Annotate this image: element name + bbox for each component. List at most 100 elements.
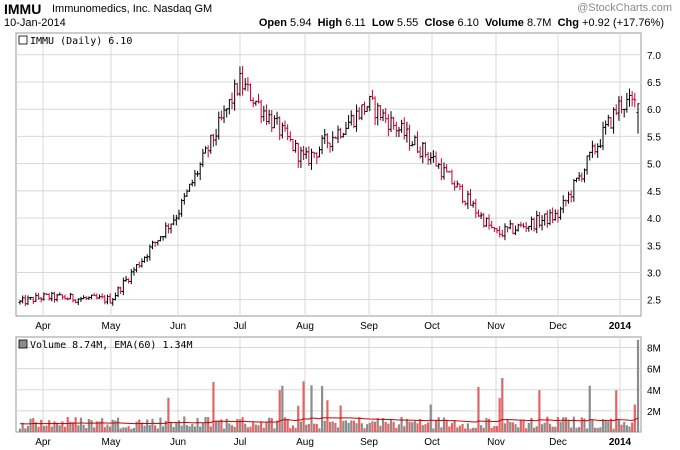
volume-bar — [352, 420, 355, 432]
volume-bar — [403, 426, 406, 432]
quote-date: 10-Jan-2014 — [4, 17, 66, 29]
volume-bar — [442, 417, 446, 432]
volume-bar — [339, 405, 342, 432]
volume-bar — [24, 428, 27, 432]
volume-bar — [421, 425, 424, 432]
volume-bar — [485, 417, 488, 432]
volume-bar — [188, 426, 191, 432]
volume-bar — [609, 418, 613, 432]
volume-bar — [434, 420, 438, 432]
volume-bar — [477, 386, 480, 432]
volume-bar — [405, 418, 408, 432]
volume-bar — [366, 424, 369, 432]
volume-bar — [85, 428, 88, 432]
volume-bar — [116, 417, 120, 432]
volume-bar — [607, 421, 610, 432]
volume-bar — [408, 421, 411, 432]
volume-bar — [456, 427, 459, 432]
volume-bar — [148, 425, 151, 432]
volume-bar — [138, 419, 141, 432]
volume-bar — [334, 423, 337, 432]
volume-bar — [368, 422, 371, 432]
volume-bar — [586, 428, 589, 432]
company-name: Immunomedics, Inc. Nasdaq GM — [52, 3, 212, 15]
volume-bar — [562, 417, 565, 432]
volume-bar — [183, 416, 186, 432]
volume-bar — [124, 427, 128, 432]
volume-bar — [379, 425, 382, 432]
price-legend: IMMU (Daily) 6.10 — [30, 36, 132, 47]
volume-bar — [127, 426, 130, 432]
volume-bar — [440, 427, 443, 432]
volume-bar — [427, 422, 430, 432]
volume-bar — [114, 420, 117, 432]
volume-bar — [395, 427, 398, 432]
volume-bar — [533, 427, 536, 432]
volume-bar — [135, 421, 138, 432]
quote-summary: Open 5.94 High 6.11 Low 5.55 Close 6.10 … — [259, 17, 664, 29]
volume-bar — [389, 419, 393, 432]
volume-bar — [233, 426, 236, 432]
volume-bar — [628, 426, 631, 432]
volume-bar — [599, 427, 602, 432]
price-y-tick-label: 4.0 — [647, 214, 661, 225]
volume-bar — [604, 420, 607, 432]
volume-bar — [246, 427, 249, 432]
volume-bar — [572, 416, 575, 432]
price-x-tick-label: Jul — [234, 321, 247, 332]
volume-bar — [307, 424, 310, 432]
volume-bar — [177, 420, 181, 432]
volume-bar — [376, 418, 379, 432]
volume-bar — [342, 420, 345, 432]
volume-bar — [559, 421, 562, 432]
volume-bar — [511, 422, 514, 432]
volume-bar — [355, 423, 358, 432]
volume-bar — [318, 428, 321, 432]
volume-bar — [570, 427, 573, 432]
high-value: 6.11 — [345, 17, 366, 29]
price-y-tick-label: 5.0 — [647, 160, 661, 171]
price-x-tick-label: 2014 — [609, 321, 632, 332]
volume-bar — [583, 418, 586, 432]
volume-bar — [109, 426, 112, 432]
volume-bar — [501, 377, 504, 432]
volume-label: Volume — [485, 17, 524, 29]
price-x-tick-label: Jun — [170, 321, 186, 332]
volume-bar — [74, 417, 77, 432]
price-y-tick-label: 4.5 — [647, 187, 661, 198]
volume-bar — [191, 424, 194, 432]
volume-bar — [310, 385, 313, 432]
volume-bar — [400, 416, 403, 432]
volume-bar — [392, 421, 395, 432]
volume-bar — [328, 422, 332, 432]
volume-bar — [464, 428, 467, 432]
volume-bar — [146, 419, 149, 432]
volume-bar — [230, 425, 234, 432]
volume-x-tick-label: Apr — [35, 437, 51, 448]
volume-bar — [193, 426, 196, 432]
volume-bar — [416, 423, 419, 432]
volume-bar — [424, 424, 427, 432]
volume-bar — [305, 424, 308, 432]
volume-bar — [244, 423, 247, 432]
volume-bar — [217, 420, 220, 432]
volume-bar — [437, 417, 440, 432]
volume-bar — [336, 427, 340, 432]
volume-bar — [474, 427, 477, 432]
volume-bar — [56, 422, 59, 432]
price-y-tick-label: 5.5 — [647, 132, 661, 143]
volume-bar — [238, 419, 242, 432]
volume-bar — [122, 427, 125, 432]
volume-bar — [169, 421, 173, 432]
volume-bar — [95, 421, 98, 432]
volume-bar — [548, 423, 552, 432]
volume-bar — [297, 405, 300, 432]
volume-bar — [53, 421, 56, 432]
volume-bar — [132, 428, 136, 432]
volume-bar — [554, 426, 557, 432]
volume-bar — [249, 426, 252, 432]
volume-bar — [543, 422, 546, 432]
volume-bar — [472, 427, 475, 432]
volume-bar — [461, 423, 464, 432]
volume-bar — [196, 417, 199, 432]
